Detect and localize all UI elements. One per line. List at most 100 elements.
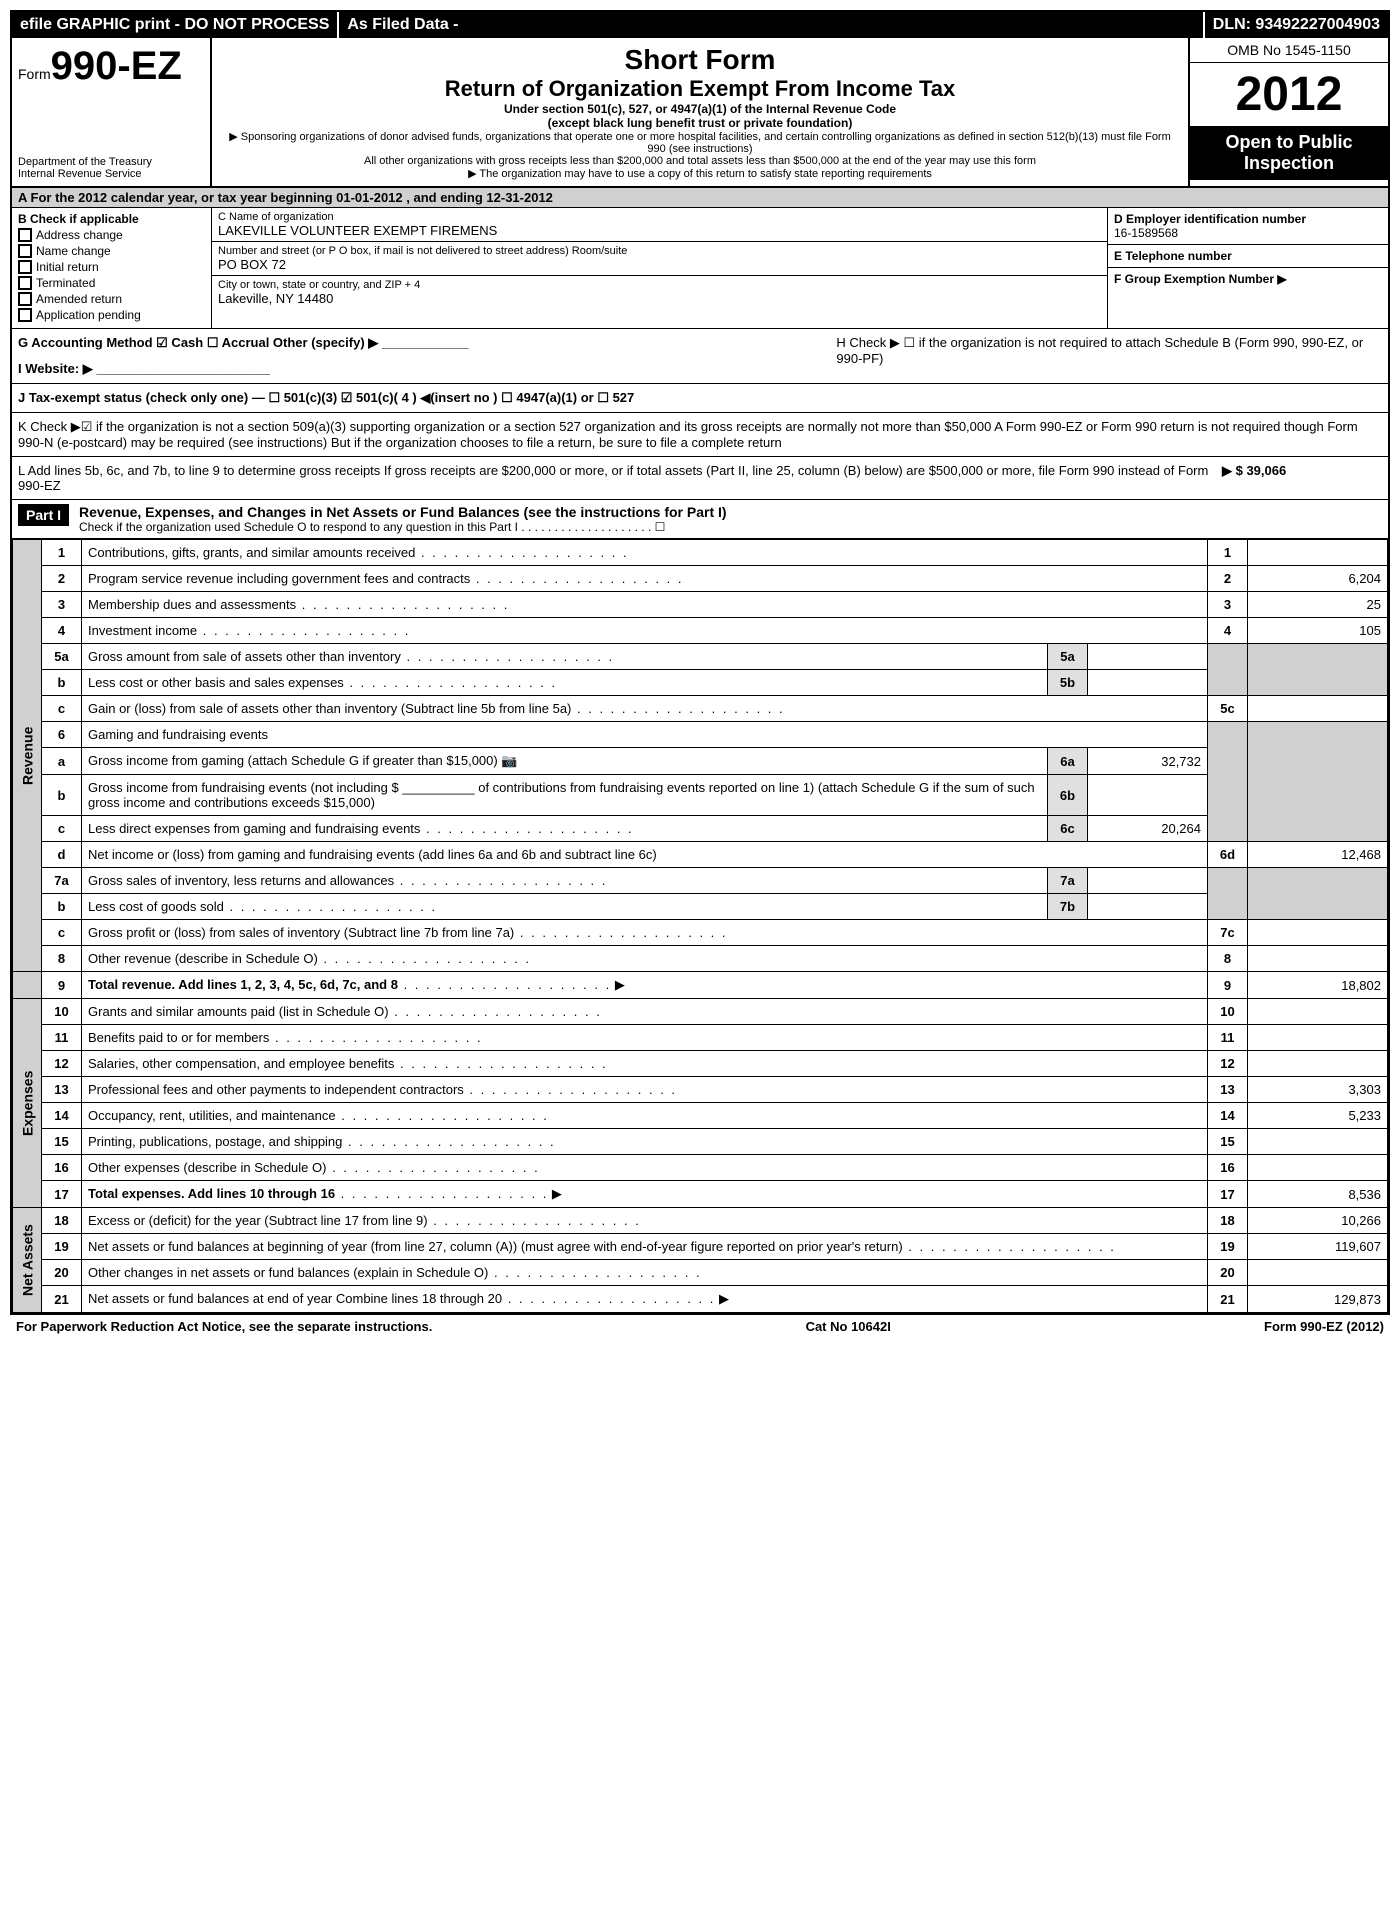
top-bar: efile GRAPHIC print - DO NOT PROCESS As … xyxy=(12,12,1388,38)
line-i: I Website: ▶ ________________________ xyxy=(18,361,768,377)
section-a-tax-year: A For the 2012 calendar year, or tax yea… xyxy=(12,188,1388,208)
row-12-no: 12 xyxy=(42,1051,82,1077)
main-title: Return of Organization Exempt From Incom… xyxy=(222,76,1178,102)
group-exemption-label: F Group Exemption Number ▶ xyxy=(1114,272,1382,286)
row-5c-desc: Gain or (loss) from sale of assets other… xyxy=(88,701,571,716)
checkbox-initial-return[interactable] xyxy=(18,260,32,274)
row-15-fno: 15 xyxy=(1208,1129,1248,1155)
row-5a-sno: 5a xyxy=(1048,644,1088,670)
row-16-fval xyxy=(1248,1155,1388,1181)
row-5a-no: 5a xyxy=(42,644,82,670)
row-6b-desc: Gross income from fundraising events (no… xyxy=(82,775,1048,816)
phone-label: E Telephone number xyxy=(1114,249,1382,263)
row-3-desc: Membership dues and assessments xyxy=(88,597,296,612)
form-prefix: Form xyxy=(18,66,51,82)
row-4-desc: Investment income xyxy=(88,623,197,638)
row-17-fval: 8,536 xyxy=(1248,1181,1388,1208)
row-13-no: 13 xyxy=(42,1077,82,1103)
row-6c-desc: Less direct expenses from gaming and fun… xyxy=(88,821,420,836)
row-6d-fno: 6d xyxy=(1208,842,1248,868)
row-19-desc: Net assets or fund balances at beginning… xyxy=(88,1239,903,1254)
open-public-1: Open to Public xyxy=(1196,132,1382,153)
row-6c-sno: 6c xyxy=(1048,816,1088,842)
subtitle-2: (except black lung benefit trust or priv… xyxy=(222,116,1178,130)
row-12-fval xyxy=(1248,1051,1388,1077)
row-15-fval xyxy=(1248,1129,1388,1155)
row-12-desc: Salaries, other compensation, and employ… xyxy=(88,1056,394,1071)
row-6a-sno: 6a xyxy=(1048,748,1088,775)
row-6a-sval: 32,732 xyxy=(1088,748,1208,775)
row-7a-desc: Gross sales of inventory, less returns a… xyxy=(88,873,394,888)
subtitle-1: Under section 501(c), 527, or 4947(a)(1)… xyxy=(222,102,1178,116)
row-5a-sval xyxy=(1088,644,1208,670)
header-left: Form990-EZ Department of the Treasury In… xyxy=(12,38,212,186)
line-l-value: ▶ $ 39,066 xyxy=(1222,463,1382,493)
checkbox-address-change[interactable] xyxy=(18,228,32,242)
row-15-no: 15 xyxy=(42,1129,82,1155)
row-13-fno: 13 xyxy=(1208,1077,1248,1103)
checkbox-name-change[interactable] xyxy=(18,244,32,258)
checkbox-pending[interactable] xyxy=(18,308,32,322)
row-14-fval: 5,233 xyxy=(1248,1103,1388,1129)
row-20-fval xyxy=(1248,1260,1388,1286)
top-bar-dln: DLN: 93492227004903 xyxy=(1203,12,1388,38)
row-8-fval xyxy=(1248,946,1388,972)
row-5a-desc: Gross amount from sale of assets other t… xyxy=(88,649,401,664)
info-block: B Check if applicable Address change Nam… xyxy=(12,208,1388,329)
checkbox-terminated[interactable] xyxy=(18,276,32,290)
row-10-desc: Grants and similar amounts paid (list in… xyxy=(88,1004,389,1019)
row-3-fval: 25 xyxy=(1248,592,1388,618)
row-6b-sval xyxy=(1088,775,1208,816)
row-21-no: 21 xyxy=(42,1286,82,1313)
row-7b-sno: 7b xyxy=(1048,894,1088,920)
footer-right: Form 990-EZ (2012) xyxy=(1264,1319,1384,1334)
row-15-desc: Printing, publications, postage, and shi… xyxy=(88,1134,342,1149)
row-21-desc: Net assets or fund balances at end of ye… xyxy=(88,1291,502,1306)
box-b: B Check if applicable Address change Nam… xyxy=(12,208,212,328)
row-6-desc: Gaming and fundraising events xyxy=(82,722,1208,748)
row-5c-fno: 5c xyxy=(1208,696,1248,722)
row-8-no: 8 xyxy=(42,946,82,972)
row-6d-no: d xyxy=(42,842,82,868)
row-7c-fno: 7c xyxy=(1208,920,1248,946)
row-13-desc: Professional fees and other payments to … xyxy=(88,1082,464,1097)
row-1-no: 1 xyxy=(42,540,82,566)
row-21-fno: 21 xyxy=(1208,1286,1248,1313)
row-g-h: G Accounting Method ☑ Cash ☐ Accrual Oth… xyxy=(12,329,1388,384)
footer-left: For Paperwork Reduction Act Notice, see … xyxy=(16,1319,432,1334)
form-number: 990-EZ xyxy=(51,44,182,88)
line-h: H Check ▶ ☐ if the organization is not r… xyxy=(836,335,1382,377)
label-amended: Amended return xyxy=(36,292,122,306)
row-16-fno: 16 xyxy=(1208,1155,1248,1181)
label-address-change: Address change xyxy=(36,228,123,242)
row-19-fno: 19 xyxy=(1208,1234,1248,1260)
line-g: G Accounting Method ☑ Cash ☐ Accrual Oth… xyxy=(18,335,768,351)
row-11-no: 11 xyxy=(42,1025,82,1051)
row-3-no: 3 xyxy=(42,592,82,618)
row-5b-desc: Less cost or other basis and sales expen… xyxy=(88,675,344,690)
row-7c-no: c xyxy=(42,920,82,946)
row-6c-no: c xyxy=(42,816,82,842)
row-6b-no: b xyxy=(42,775,82,816)
row-16-no: 16 xyxy=(42,1155,82,1181)
top-bar-mid: As Filed Data - xyxy=(337,12,1202,38)
row-17-desc: Total expenses. Add lines 10 through 16 xyxy=(88,1186,335,1201)
row-11-fval xyxy=(1248,1025,1388,1051)
instruction-2: All other organizations with gross recei… xyxy=(222,155,1178,167)
checkbox-amended[interactable] xyxy=(18,292,32,306)
form-990ez: efile GRAPHIC print - DO NOT PROCESS As … xyxy=(10,10,1390,1315)
row-7b-sval xyxy=(1088,894,1208,920)
row-9-no: 9 xyxy=(42,972,82,999)
part-i-check: Check if the organization used Schedule … xyxy=(79,520,1382,534)
row-4-no: 4 xyxy=(42,618,82,644)
street-value: PO BOX 72 xyxy=(218,257,1101,272)
row-14-no: 14 xyxy=(42,1103,82,1129)
side-revenue: Revenue xyxy=(13,540,42,972)
top-bar-left: efile GRAPHIC print - DO NOT PROCESS xyxy=(12,12,337,38)
line-l-row: L Add lines 5b, 6c, and 7b, to line 9 to… xyxy=(12,457,1388,500)
side-net-assets: Net Assets xyxy=(13,1208,42,1313)
short-form-title: Short Form xyxy=(222,44,1178,76)
city-label: City or town, state or country, and ZIP … xyxy=(218,279,1101,291)
row-10-fval xyxy=(1248,999,1388,1025)
part-i-label: Part I xyxy=(18,504,69,526)
